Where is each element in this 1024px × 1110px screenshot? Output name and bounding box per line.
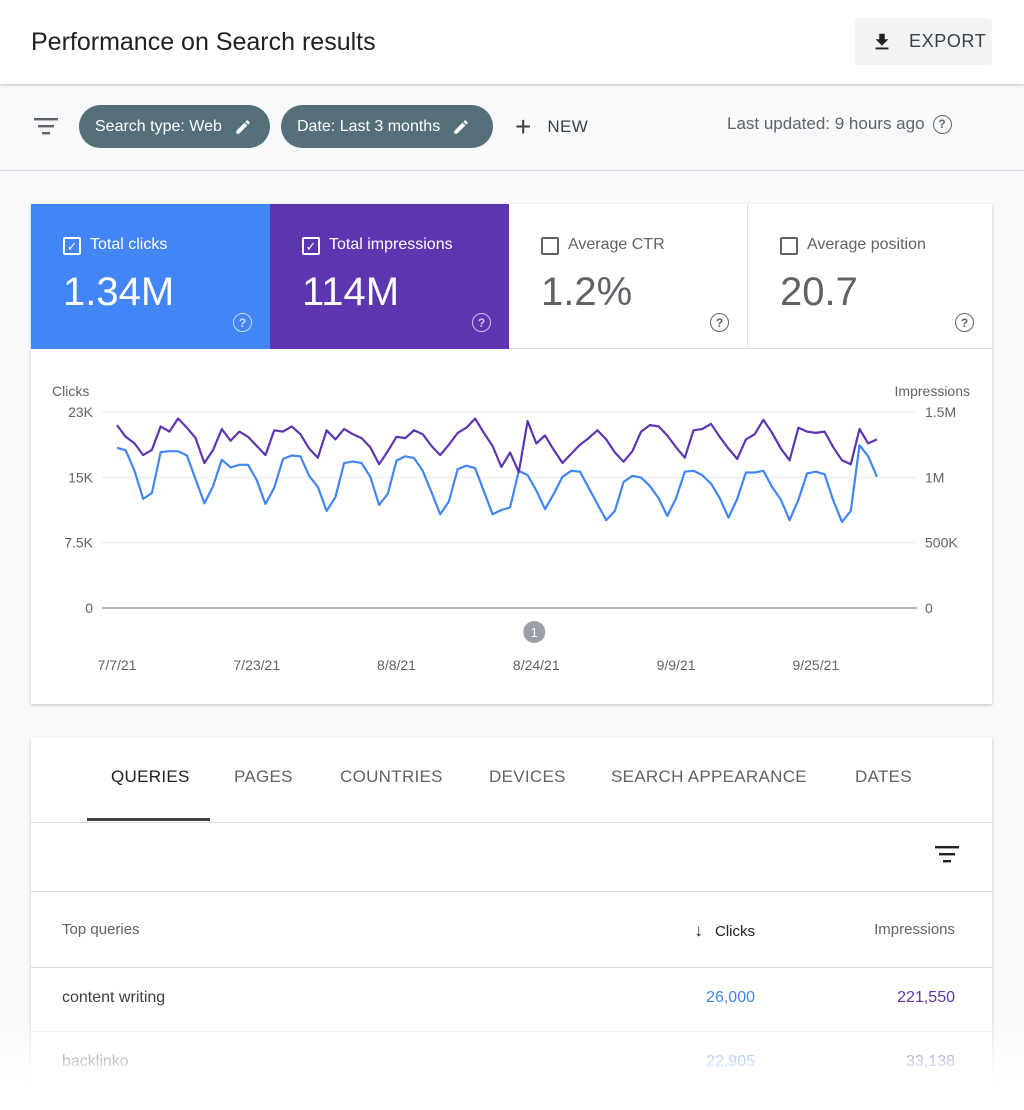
export-label: EXPORT bbox=[909, 31, 987, 51]
y-right-tick-label: 1.5M bbox=[925, 404, 956, 420]
clicks-cell: 22,905 bbox=[706, 1053, 755, 1070]
metric-value: 1.2% bbox=[541, 270, 633, 314]
y-left-tick-label: 0 bbox=[85, 600, 93, 616]
metric-average-position[interactable]: Average position 20.7 ? bbox=[748, 204, 992, 349]
help-icon[interactable]: ? bbox=[472, 313, 491, 332]
checkbox-unchecked-icon[interactable] bbox=[541, 237, 559, 255]
x-tick-label: 8/24/21 bbox=[513, 657, 560, 673]
table-header: Top queries ↓ Clicks Impressions bbox=[31, 892, 992, 968]
tab-dates[interactable]: DATES bbox=[855, 767, 912, 786]
export-button[interactable]: EXPORT bbox=[855, 18, 992, 65]
page-title: Performance on Search results bbox=[31, 27, 376, 56]
query-cell: backlinko bbox=[62, 1053, 129, 1070]
tab-search-appearance[interactable]: SEARCH APPEARANCE bbox=[611, 767, 807, 786]
x-tick-label: 7/23/21 bbox=[233, 657, 280, 673]
y-right-tick-label: 500K bbox=[925, 535, 958, 551]
annotation-marker bbox=[523, 621, 546, 643]
checkbox-unchecked-icon[interactable] bbox=[780, 237, 798, 255]
active-tab-indicator bbox=[87, 818, 210, 821]
y-right-axis-label: Impressions bbox=[895, 383, 970, 399]
results-table-card: QUERIES PAGES COUNTRIES DEVICES SEARCH A… bbox=[31, 737, 992, 1110]
download-icon bbox=[875, 33, 889, 49]
x-tick-label: 9/25/21 bbox=[792, 657, 839, 673]
column-header-clicks[interactable]: ↓ Clicks bbox=[695, 921, 756, 941]
impressions-series-line bbox=[116, 417, 878, 474]
tab-devices[interactable]: DEVICES bbox=[489, 767, 566, 786]
edit-icon bbox=[236, 119, 250, 134]
tab-queries[interactable]: QUERIES bbox=[111, 767, 190, 786]
y-right-tick-label: 1M bbox=[925, 469, 944, 485]
metric-label: Average position bbox=[807, 236, 926, 253]
filter-bar: Search type: Web Date: Last 3 months + N… bbox=[0, 85, 1024, 171]
help-icon[interactable]: ? bbox=[932, 114, 952, 134]
metric-value: 20.7 bbox=[780, 270, 858, 314]
metric-value: 1.34M bbox=[63, 270, 175, 314]
tab-countries[interactable]: COUNTRIES bbox=[340, 767, 443, 786]
y-left-tick-label: 15K bbox=[68, 469, 94, 485]
help-icon[interactable]: ? bbox=[955, 313, 974, 332]
date-chip-label: Date: Last 3 months bbox=[297, 117, 441, 135]
dimension-tabs: QUERIES PAGES COUNTRIES DEVICES SEARCH A… bbox=[31, 737, 992, 823]
impressions-cell: 221,550 bbox=[897, 989, 955, 1006]
y-left-axis-label: Clicks bbox=[52, 383, 89, 399]
sort-arrow-down-icon: ↓ bbox=[694, 921, 704, 940]
x-tick-label: 9/9/21 bbox=[657, 657, 696, 673]
checkbox-checked-icon[interactable]: ✓ bbox=[302, 237, 320, 255]
metric-average-ctr[interactable]: Average CTR 1.2% ? bbox=[509, 204, 748, 349]
clicks-cell: 26,000 bbox=[706, 989, 755, 1006]
clicks-series-line bbox=[116, 444, 879, 523]
y-left-tick-label: 23K bbox=[68, 404, 94, 420]
search-type-chip-label: Search type: Web bbox=[95, 117, 222, 135]
y-right-tick-label: 0 bbox=[925, 600, 933, 616]
metric-value: 114M bbox=[302, 270, 400, 314]
column-header-clicks-label: Clicks bbox=[715, 922, 755, 940]
table-row[interactable]: content writing 26,000 221,550 bbox=[31, 968, 992, 1032]
checkbox-checked-icon[interactable]: ✓ bbox=[63, 237, 81, 255]
new-filter-button[interactable]: + NEW bbox=[515, 111, 588, 143]
column-header-impressions[interactable]: Impressions bbox=[874, 921, 955, 938]
metric-total-impressions[interactable]: ✓ Total impressions 114M ? bbox=[270, 204, 509, 349]
column-header-query: Top queries bbox=[62, 921, 140, 938]
help-icon[interactable]: ? bbox=[233, 313, 252, 332]
tab-pages[interactable]: PAGES bbox=[234, 767, 293, 786]
date-chip[interactable]: Date: Last 3 months bbox=[281, 105, 493, 148]
metric-label: Total impressions bbox=[329, 236, 453, 253]
edit-icon bbox=[454, 119, 468, 134]
query-cell: content writing bbox=[62, 989, 166, 1006]
performance-chart-card: ✓ Total clicks 1.34M ? ✓ Total impressio… bbox=[31, 204, 992, 704]
table-row[interactable]: backlinko 22,905 33,138 bbox=[31, 1032, 992, 1096]
last-updated: Last updated: 9 hours ago ? bbox=[727, 114, 952, 134]
line-chart: 23K 1.5M 15K 1M 7.5K 500K 0 0 Clicks Impressions 7… bbox=[52, 383, 970, 673]
x-tick-label: 8/8/21 bbox=[377, 657, 416, 673]
top-bar: Performance on Search results EXPORT bbox=[0, 0, 1024, 84]
filter-icon[interactable] bbox=[934, 843, 960, 865]
table-toolbar bbox=[31, 823, 992, 892]
new-filter-label: NEW bbox=[547, 117, 589, 136]
metric-label: Average CTR bbox=[568, 236, 665, 253]
search-type-chip[interactable]: Search type: Web bbox=[79, 105, 270, 148]
metric-label: Total clicks bbox=[90, 236, 168, 253]
filter-icon[interactable] bbox=[33, 115, 59, 137]
annotation-label: 1 bbox=[531, 625, 538, 640]
metric-total-clicks[interactable]: ✓ Total clicks 1.34M ? bbox=[31, 204, 270, 349]
plus-icon: + bbox=[515, 111, 532, 142]
last-updated-text: Last updated: 9 hours ago bbox=[727, 114, 925, 133]
help-icon[interactable]: ? bbox=[710, 313, 729, 332]
y-left-tick-label: 7.5K bbox=[64, 535, 93, 551]
x-tick-label: 7/7/21 bbox=[98, 657, 137, 673]
impressions-cell: 33,138 bbox=[906, 1053, 955, 1070]
metric-cards: ✓ Total clicks 1.34M ? ✓ Total impressio… bbox=[31, 204, 992, 349]
